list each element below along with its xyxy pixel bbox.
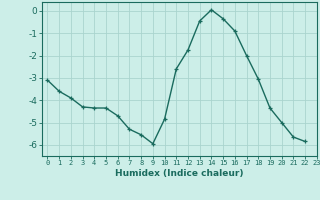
X-axis label: Humidex (Indice chaleur): Humidex (Indice chaleur): [115, 169, 244, 178]
